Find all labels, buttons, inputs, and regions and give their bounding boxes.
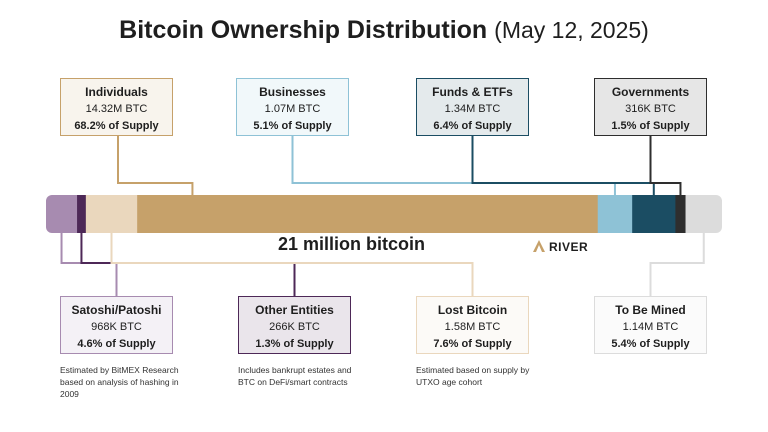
card-btc: 266K BTC bbox=[269, 321, 320, 333]
card-supply: 1.3% of Supply bbox=[255, 338, 334, 350]
card-supply: 5.1% of Supply bbox=[253, 120, 332, 132]
card-name: To Be Mined bbox=[615, 303, 686, 317]
card-btc: 14.32M BTC bbox=[85, 103, 148, 115]
bar-total-label: 21 million bitcoin bbox=[278, 234, 426, 254]
card-lost: Lost Bitcoin 1.58M BTC 7.6% of Supply bbox=[416, 296, 529, 354]
card-supply: 5.4% of Supply bbox=[611, 338, 690, 350]
card-supply: 68.2% of Supply bbox=[74, 120, 159, 132]
card-supply: 6.4% of Supply bbox=[433, 120, 512, 132]
card-name: Businesses bbox=[259, 85, 326, 99]
title-date: (May 12, 2025) bbox=[494, 17, 649, 43]
connector-businesses bbox=[291, 136, 616, 195]
card-to-be-mined: To Be Mined 1.14M BTC 5.4% of Supply bbox=[594, 296, 707, 354]
connector-other-entities bbox=[80, 233, 296, 296]
connector-governments bbox=[649, 136, 682, 195]
card-name: Individuals bbox=[85, 85, 148, 99]
bar-segment-to-be-mined bbox=[685, 195, 722, 233]
connector-to-be-mined bbox=[649, 233, 705, 296]
card-note-other-entities: Includes bankrupt estates and BTC on DeF… bbox=[238, 365, 352, 387]
card-name: Satoshi/Patoshi bbox=[71, 303, 162, 317]
card-name: Funds & ETFs bbox=[432, 85, 513, 99]
river-logo-icon bbox=[533, 240, 545, 252]
title-text: Bitcoin Ownership Distribution bbox=[119, 16, 488, 44]
connector-funds bbox=[471, 136, 655, 195]
chart-title: Bitcoin Ownership Distribution (May 12, … bbox=[0, 16, 768, 45]
card-btc: 1.34M BTC bbox=[444, 103, 501, 115]
bar-segment-lost bbox=[85, 195, 138, 233]
card-name: Other Entities bbox=[255, 303, 334, 317]
bar-segment-other-entities bbox=[77, 195, 87, 233]
card-btc: 968K BTC bbox=[91, 321, 142, 333]
bar-segment-funds bbox=[632, 195, 676, 233]
card-btc: 1.07M BTC bbox=[264, 103, 321, 115]
bar-segment-governments bbox=[675, 195, 687, 233]
card-btc: 1.14M BTC bbox=[622, 321, 679, 333]
stacked-bar bbox=[46, 195, 722, 233]
bar-segment-businesses bbox=[597, 195, 633, 233]
card-satoshi: Satoshi/Patoshi 968K BTC 4.6% of Supply bbox=[60, 296, 173, 354]
card-other-entities: Other Entities 266K BTC 1.3% of Supply bbox=[238, 296, 351, 354]
connector-satoshi bbox=[60, 233, 118, 296]
card-supply: 1.5% of Supply bbox=[611, 120, 690, 132]
bar-segment-individuals bbox=[137, 195, 599, 233]
card-btc: 1.58M BTC bbox=[444, 321, 501, 333]
card-supply: 7.6% of Supply bbox=[433, 338, 512, 350]
connector-lost bbox=[110, 233, 474, 296]
card-note-satoshi: Estimated by BitMEX Research based on an… bbox=[60, 365, 179, 399]
card-btc: 316K BTC bbox=[625, 103, 676, 115]
card-name: Lost Bitcoin bbox=[437, 303, 508, 317]
card-supply: 4.6% of Supply bbox=[77, 338, 156, 350]
card-funds: Funds & ETFs 1.34M BTC 6.4% of Supply bbox=[416, 78, 529, 136]
bar-segment-satoshi bbox=[46, 195, 78, 233]
card-governments: Governments 316K BTC 1.5% of Supply bbox=[594, 78, 707, 136]
brand-logo: RIVER bbox=[532, 239, 588, 254]
card-individuals: Individuals 14.32M BTC 68.2% of Supply bbox=[60, 78, 173, 136]
card-note-lost: Estimated based on supply by UTXO age co… bbox=[416, 365, 530, 387]
card-name: Governments bbox=[611, 85, 690, 99]
connector-individuals bbox=[117, 136, 194, 195]
card-businesses: Businesses 1.07M BTC 5.1% of Supply bbox=[236, 78, 349, 136]
connector-lines bbox=[60, 136, 705, 296]
brand-text: RIVER bbox=[549, 240, 589, 254]
